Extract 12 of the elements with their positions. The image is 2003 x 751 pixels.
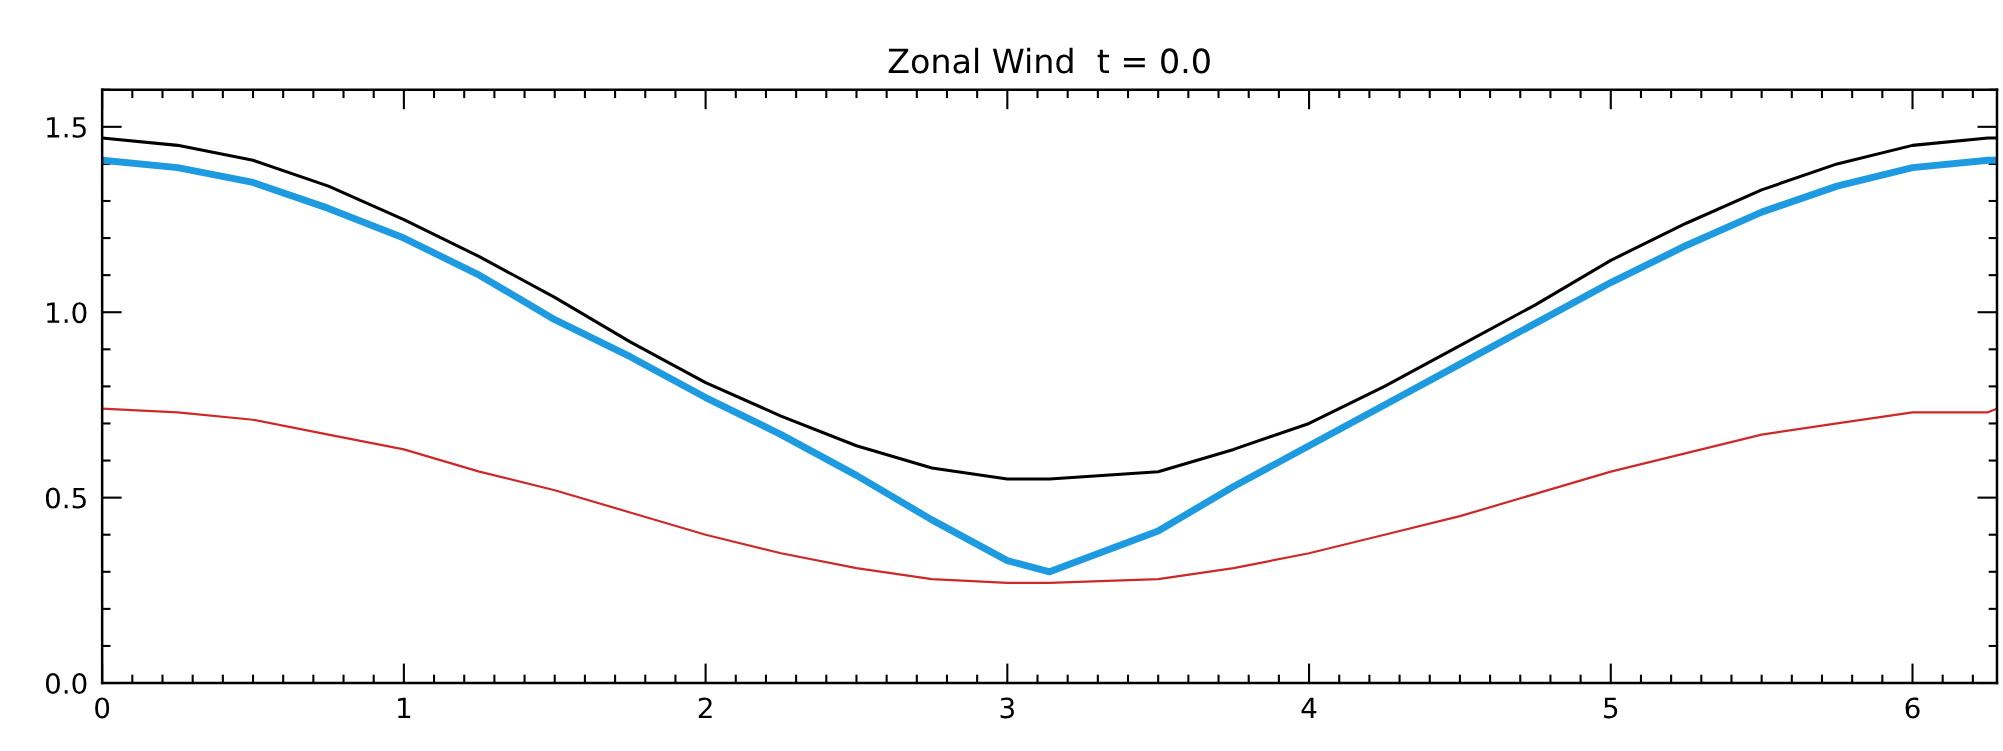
x-tick-label: 3	[1000, 697, 1014, 719]
x-tick-label: 1	[398, 697, 411, 719]
x-tick-label: 2	[698, 697, 712, 719]
y-tick-label: 0.5	[45, 487, 86, 509]
x-tick-label: 0	[95, 697, 110, 719]
chart-title: Zonal Wind t = 0.0	[888, 47, 1210, 74]
x-tick-label: 5	[1604, 697, 1618, 719]
x-tick-label: 6	[1905, 697, 1920, 719]
y-tick-label: 0.0	[45, 672, 87, 694]
x-tick-label: 4	[1301, 697, 1317, 719]
y-tick-label: 1.0	[47, 302, 87, 324]
y-tick-label: 1.5	[47, 117, 86, 138]
